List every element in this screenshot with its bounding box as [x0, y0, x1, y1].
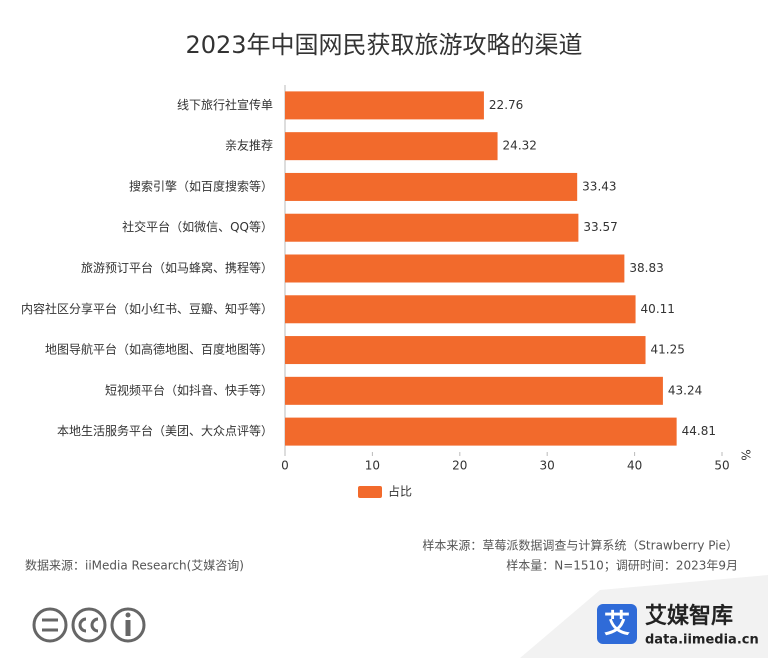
x-axis-label: % [739, 449, 753, 460]
x-tick-label: 10 [365, 459, 380, 473]
y-tick-label: 短视频平台（如抖音、快手等） [105, 382, 273, 397]
y-tick-label: 地图导航平台（如高德地图、百度地图等） [45, 342, 273, 357]
brand-logo [597, 604, 637, 644]
value-label: 41.25 [651, 343, 685, 357]
y-tick-label: 亲友推荐 [225, 139, 273, 153]
chart-title: 2023年中国网民获取旅游攻略的渠道 [185, 31, 582, 59]
y-tick-label: 旅游预订平台（如马蜂窝、携程等） [81, 260, 273, 275]
bar [285, 132, 498, 161]
value-label: 22.76 [489, 98, 523, 112]
x-tick-label: 0 [281, 459, 289, 473]
bar [285, 376, 663, 405]
legend-label: 占比 [388, 484, 412, 499]
bar [285, 417, 677, 446]
y-tick-label: 本地生活服务平台（美团、大众点评等） [57, 423, 273, 438]
data-source: 数据来源：iiMedia Research(艾媒咨询) [25, 558, 244, 573]
value-label: 33.57 [583, 220, 617, 234]
bar [285, 295, 636, 324]
value-label: 44.81 [682, 424, 716, 438]
bar [285, 336, 646, 365]
value-label: 43.24 [668, 383, 702, 397]
y-tick-label: 搜索引擎（如百度搜索等） [129, 178, 273, 193]
x-tick-label: 20 [452, 459, 467, 473]
value-label: 24.32 [503, 139, 537, 153]
x-tick-label: 50 [714, 459, 729, 473]
brand-mark: 艾 [604, 610, 630, 640]
brand-name: 艾媒智库 [645, 603, 733, 629]
bar [285, 254, 625, 283]
value-label: 33.43 [582, 179, 616, 193]
sample-source: 样本来源：草莓派数据调查与计算系统（Strawberry Pie） [422, 538, 738, 553]
bar [285, 213, 579, 242]
brand-url: data.iimedia.cn [645, 633, 759, 648]
y-tick-label: 内容社区分享平台（如小红书、豆瓣、知乎等） [21, 301, 273, 316]
footer-shape [520, 575, 768, 658]
sample-size: 样本量：N=1510；调研时间：2023年9月 [506, 558, 738, 573]
y-tick-label: 线下旅行社宣传单 [177, 97, 273, 112]
bar [285, 91, 484, 120]
y-tick-label: 社交平台（如微信、QQ等） [122, 219, 273, 234]
license-icons [32, 607, 146, 643]
value-label: 40.11 [641, 302, 675, 316]
legend-swatch [358, 486, 382, 498]
bar [285, 172, 578, 201]
value-label: 38.83 [629, 261, 663, 275]
x-tick-label: 40 [627, 459, 642, 473]
x-tick-label: 30 [540, 459, 555, 473]
